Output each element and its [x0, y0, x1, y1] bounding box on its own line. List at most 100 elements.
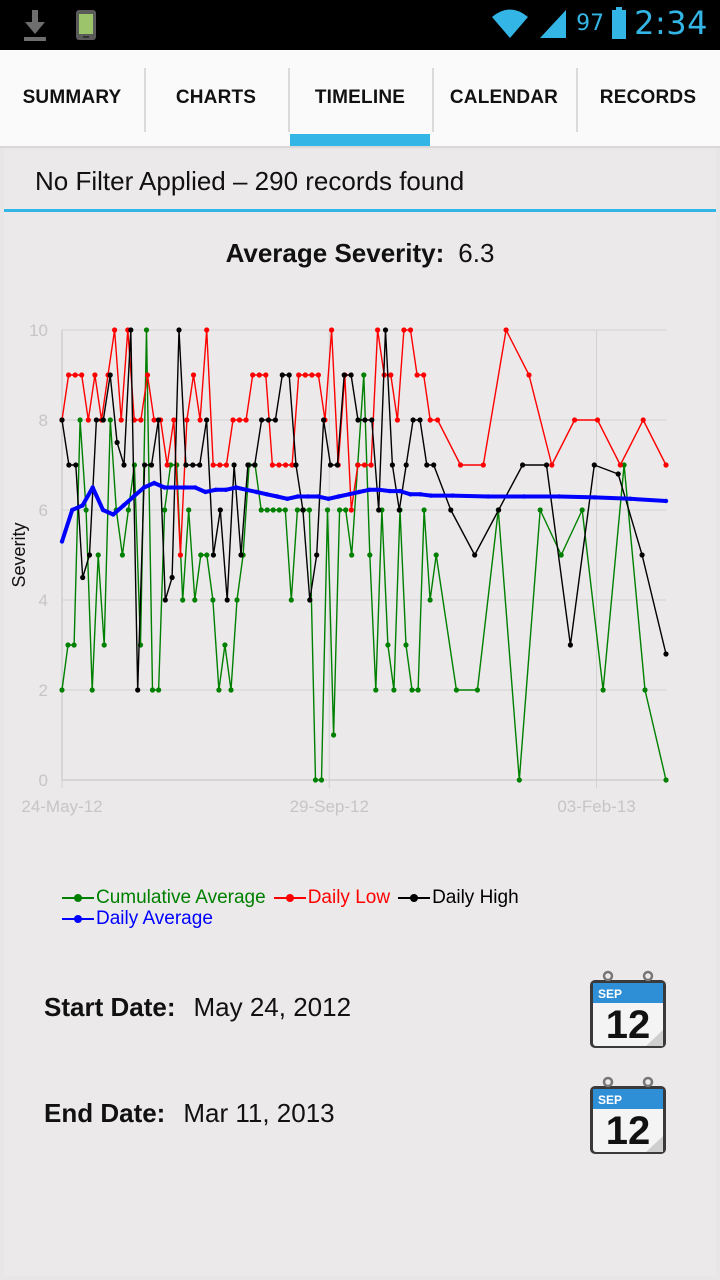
data-point — [367, 552, 373, 558]
y-tick-label: 8 — [39, 411, 48, 430]
filter-status-text: No Filter Applied – 290 records found — [35, 166, 465, 196]
data-point — [369, 417, 375, 423]
start-date-calendar-button[interactable]: SEP 12 — [586, 966, 670, 1052]
data-point — [114, 439, 120, 446]
legend-label: Daily High — [432, 887, 519, 908]
data-point — [172, 485, 177, 490]
data-point — [388, 372, 394, 378]
data-point — [210, 552, 216, 558]
data-point — [184, 417, 190, 423]
tab-charts[interactable]: CHARTS — [144, 50, 288, 146]
data-point — [334, 462, 340, 468]
data-point — [307, 597, 313, 603]
data-point — [285, 496, 290, 501]
data-point — [567, 642, 574, 648]
tab-bar: SUMMARY CHARTS TIMELINE CALENDAR RECORDS — [0, 50, 720, 148]
data-point — [59, 687, 65, 693]
data-point — [256, 372, 262, 378]
data-point — [329, 327, 335, 333]
data-point — [343, 507, 349, 513]
data-point — [79, 372, 85, 378]
data-point — [250, 372, 256, 378]
data-point — [259, 417, 265, 423]
data-point — [222, 642, 228, 648]
tab-records[interactable]: RECORDS — [576, 50, 720, 146]
data-point — [223, 487, 229, 492]
data-point — [258, 507, 264, 513]
data-point — [414, 372, 420, 378]
data-point — [148, 462, 155, 468]
data-point — [326, 496, 331, 501]
data-point — [485, 494, 491, 499]
data-point — [306, 507, 312, 513]
data-point — [85, 417, 91, 423]
data-point — [368, 462, 374, 468]
data-point — [111, 512, 116, 517]
data-point — [592, 495, 597, 500]
data-point — [526, 372, 532, 378]
data-point — [162, 507, 168, 513]
data-point — [121, 462, 127, 468]
data-point — [95, 552, 101, 558]
data-point — [230, 417, 236, 423]
data-point — [549, 462, 555, 468]
data-point — [59, 417, 65, 423]
data-point — [288, 597, 294, 603]
data-point — [171, 417, 177, 423]
data-point — [315, 372, 321, 378]
clock: 2:34 — [634, 4, 708, 42]
data-point — [101, 642, 107, 648]
data-point — [302, 372, 308, 378]
data-point — [421, 507, 427, 513]
data-point — [341, 372, 347, 378]
data-point — [355, 462, 361, 468]
filter-bar[interactable]: No Filter Applied – 290 records found — [4, 150, 716, 212]
data-point — [234, 597, 240, 603]
series-line — [61, 329, 667, 781]
data-point — [72, 372, 78, 378]
data-point — [480, 462, 486, 468]
data-point — [318, 777, 325, 783]
data-point — [217, 462, 223, 468]
data-point — [176, 327, 182, 333]
data-point — [142, 462, 148, 468]
data-point — [424, 462, 430, 468]
data-point — [396, 507, 402, 513]
data-point — [264, 492, 270, 497]
data-point — [621, 462, 627, 468]
data-point — [382, 327, 389, 333]
data-point — [155, 417, 161, 423]
timeline-chart[interactable]: 0 2 4 6 8 10 24-May-12 29-Sep-12 03-Feb-13 Severi… — [4, 150, 716, 850]
data-point — [65, 642, 71, 648]
data-point — [59, 539, 65, 544]
data-point — [192, 597, 198, 603]
data-point — [190, 372, 197, 378]
data-point — [435, 417, 441, 423]
data-point — [151, 417, 157, 423]
signal-icon — [540, 10, 567, 38]
data-point — [263, 372, 269, 378]
end-date-calendar-button[interactable]: SEP 12 — [586, 1072, 670, 1158]
data-point — [349, 552, 355, 558]
data-point — [496, 507, 502, 513]
data-point — [272, 417, 278, 423]
legend-item-cumulative-average: Cumulative Average — [62, 887, 266, 908]
tab-timeline[interactable]: TIMELINE — [288, 50, 432, 146]
tab-calendar[interactable]: CALENDAR — [432, 50, 576, 146]
data-point — [252, 462, 258, 468]
data-point — [591, 462, 597, 468]
x-tick-label: 24-May-12 — [21, 797, 102, 816]
download-icon — [24, 10, 46, 41]
data-point — [640, 417, 646, 423]
data-point — [361, 462, 368, 468]
data-point — [149, 687, 156, 693]
data-point — [275, 494, 280, 499]
data-point — [594, 417, 601, 423]
data-point — [300, 507, 306, 513]
data-point — [162, 597, 168, 603]
data-point — [403, 462, 409, 468]
tab-summary[interactable]: SUMMARY — [22, 87, 122, 108]
legend-item-daily-average: Daily Average — [62, 908, 213, 929]
data-point — [131, 494, 136, 499]
data-point — [138, 417, 144, 423]
